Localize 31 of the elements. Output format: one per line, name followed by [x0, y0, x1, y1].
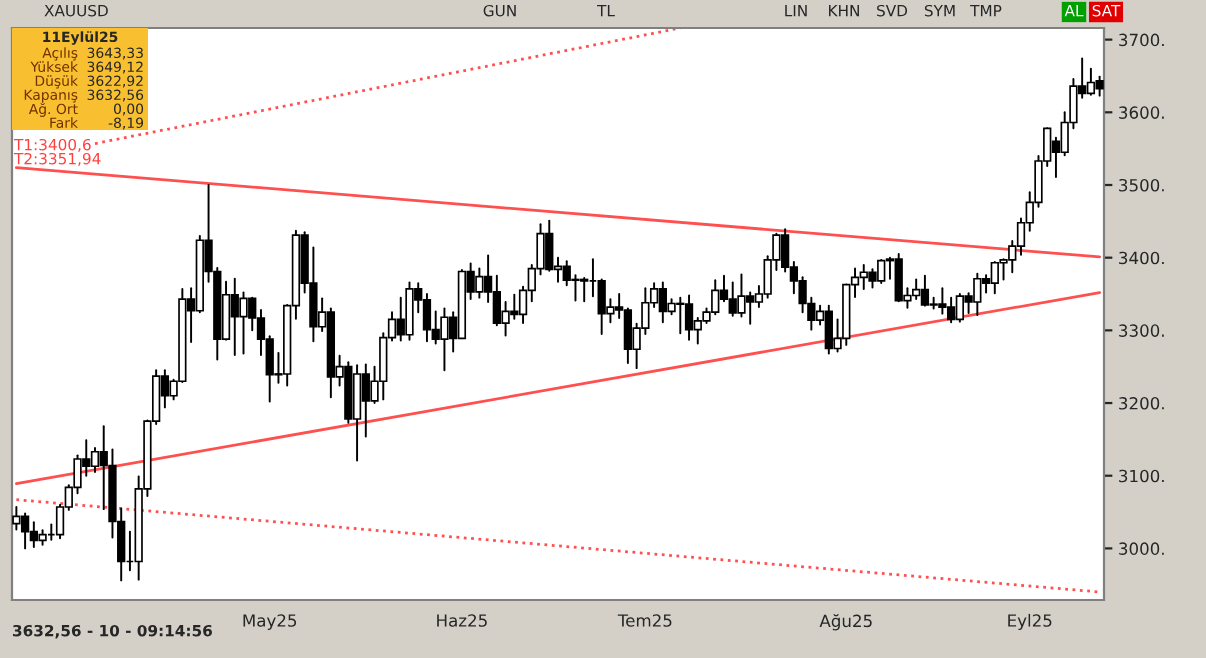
candlestick	[239, 291, 248, 355]
candlestick	[20, 512, 30, 550]
y-tick-label: 3400.	[1119, 251, 1164, 265]
candlestick	[405, 281, 414, 341]
candlestick	[1086, 67, 1096, 96]
x-tick-label: Haz25	[437, 614, 487, 627]
y-tick-label: 3300.	[1119, 324, 1164, 337]
candlestick	[492, 274, 502, 327]
candlestick	[90, 447, 100, 474]
y-tick-label: 3000.	[1119, 542, 1164, 555]
candlestick	[422, 293, 432, 343]
x-tick-label: Eyl25	[1008, 613, 1052, 631]
y-tick-label: 3500.	[1119, 178, 1164, 192]
candlestick	[684, 294, 694, 341]
x-tick-label: Tem25	[617, 614, 672, 627]
candlestick	[946, 296, 956, 324]
y-tick-label: 3200.	[1119, 397, 1164, 410]
candlestick	[440, 307, 449, 372]
x-tick-label: Ağu25	[819, 613, 872, 631]
candlestick	[623, 307, 633, 365]
candlestick	[352, 364, 362, 462]
candlestick	[920, 274, 930, 307]
candlestick	[868, 268, 877, 289]
candlestick	[1095, 75, 1104, 97]
x-tick-label: May25	[243, 614, 297, 631]
candlestick	[737, 273, 746, 318]
candlestick	[955, 293, 965, 323]
y-tick-label: 3700.	[1119, 33, 1164, 47]
y-tick-label: 3600.	[1119, 106, 1164, 119]
candlestick	[571, 274, 580, 302]
y-tick-label: 3100.	[1119, 469, 1164, 483]
